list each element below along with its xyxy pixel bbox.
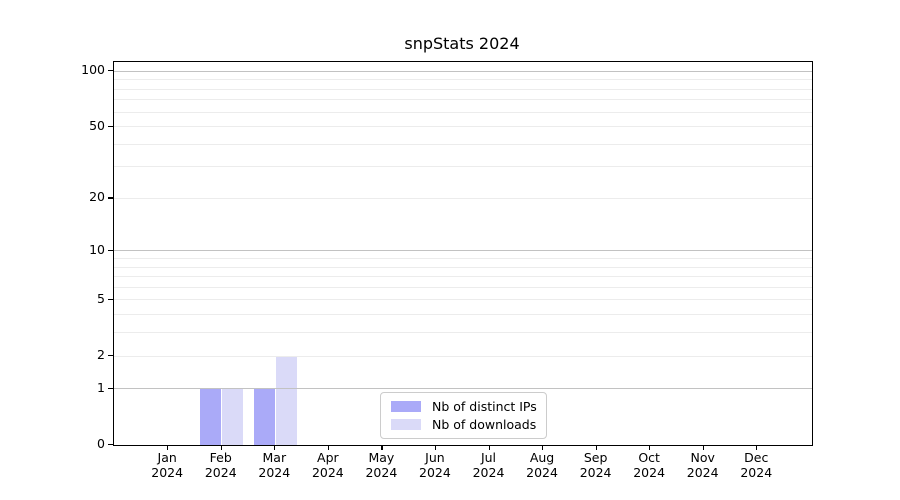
y-tick-label-5: 5 xyxy=(97,290,105,306)
x-tick-dec xyxy=(756,445,758,450)
legend-swatch-downloads xyxy=(391,419,421,430)
plot-area xyxy=(113,61,813,446)
legend-item-downloads: Nb of downloads xyxy=(391,417,537,432)
bar-nb-of-downloads-mar xyxy=(275,355,297,445)
x-tick-feb xyxy=(220,445,222,450)
chart-title: snpStats 2024 xyxy=(404,34,520,53)
x-tick-jan xyxy=(167,445,169,450)
y-tick-20 xyxy=(108,197,113,199)
bar-nb-of-distinct-ips-mar xyxy=(253,388,275,445)
y-tick-label-1: 1 xyxy=(97,379,105,395)
x-tick-jun xyxy=(434,445,437,450)
minor-gridline-40 xyxy=(114,143,812,145)
minor-gridline-3 xyxy=(114,332,812,334)
minor-gridline-9 xyxy=(114,257,812,259)
x-tick-mar xyxy=(274,445,276,450)
y-tick-1 xyxy=(108,387,113,390)
minor-gridline-2 xyxy=(114,355,812,357)
minor-gridline-7 xyxy=(114,276,812,278)
x-tick-label-dec: Dec 2024 xyxy=(740,450,773,480)
minor-gridline-8 xyxy=(114,266,812,268)
y-tick-2 xyxy=(108,355,113,357)
minor-gridline-6 xyxy=(114,286,812,288)
major-gridline-100 xyxy=(114,70,812,72)
minor-gridline-20 xyxy=(114,197,812,199)
x-tick-apr xyxy=(327,445,330,450)
y-tick-0 xyxy=(108,444,113,446)
minor-gridline-60 xyxy=(114,111,812,113)
major-gridline-10 xyxy=(114,250,812,252)
x-tick-aug xyxy=(542,445,544,450)
major-gridline-1 xyxy=(114,388,812,390)
y-tick-label-2: 2 xyxy=(97,347,105,362)
minor-gridline-4 xyxy=(114,314,812,316)
x-tick-oct xyxy=(649,445,651,450)
x-tick-nov xyxy=(702,445,704,450)
y-tick-100 xyxy=(108,70,113,72)
y-tick-label-100: 100 xyxy=(81,62,105,78)
x-tick-may xyxy=(381,445,383,450)
x-tick-label-jan: Jan 2024 xyxy=(151,450,184,480)
minor-gridline-5 xyxy=(114,299,812,301)
y-tick-5 xyxy=(108,298,113,301)
y-tick-label-10: 10 xyxy=(89,241,105,257)
y-tick-label-20: 20 xyxy=(89,189,105,205)
legend-label-distinct-ips: Nb of distinct IPs xyxy=(432,399,537,414)
x-tick-label-may: May 2024 xyxy=(365,450,398,480)
y-tick-label-0: 0 xyxy=(97,436,105,451)
minor-gridline-90 xyxy=(114,79,812,81)
y-tick-50 xyxy=(108,125,113,127)
x-tick-sep xyxy=(595,445,597,450)
x-tick-label-feb: Feb 2024 xyxy=(204,450,237,480)
legend-label-downloads: Nb of downloads xyxy=(432,417,537,432)
x-tick-label-jul: Jul 2024 xyxy=(472,450,505,480)
x-tick-label-oct: Oct 2024 xyxy=(633,450,666,480)
x-tick-label-sep: Sep 2024 xyxy=(579,450,612,480)
minor-gridline-70 xyxy=(114,99,812,101)
y-tick-10 xyxy=(108,249,113,252)
x-tick-label-apr: Apr 2024 xyxy=(311,450,344,480)
legend-swatch-distinct-ips xyxy=(391,401,421,412)
x-tick-label-mar: Mar 2024 xyxy=(258,450,291,480)
minor-gridline-50 xyxy=(114,126,812,128)
bar-nb-of-distinct-ips-feb xyxy=(200,388,222,445)
legend: Nb of distinct IPs Nb of downloads xyxy=(380,392,547,439)
minor-gridline-80 xyxy=(114,88,812,90)
x-tick-label-aug: Aug 2024 xyxy=(526,450,558,480)
bar-nb-of-downloads-feb xyxy=(222,388,244,445)
x-tick-jul xyxy=(488,445,490,450)
legend-item-distinct-ips: Nb of distinct IPs xyxy=(391,399,537,414)
x-tick-label-nov: Nov 2024 xyxy=(686,450,719,480)
y-tick-label-50: 50 xyxy=(89,117,105,133)
minor-gridline-30 xyxy=(114,166,812,168)
x-tick-label-jun: Jun 2024 xyxy=(419,450,451,480)
